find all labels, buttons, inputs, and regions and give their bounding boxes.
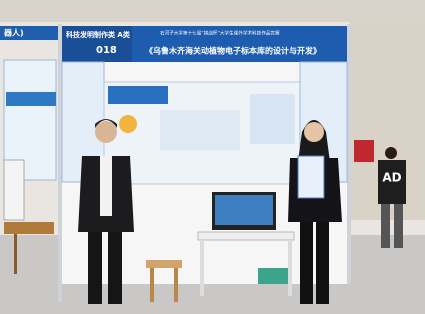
desk-leg	[200, 240, 204, 296]
man-head	[95, 121, 117, 143]
woman-head	[304, 122, 324, 142]
bg-person-leg	[381, 204, 390, 248]
bg-person-leg	[394, 204, 403, 248]
ceiling	[0, 0, 425, 22]
poster-chart	[119, 115, 137, 133]
table-leg	[14, 234, 17, 274]
brochure	[298, 156, 324, 198]
booth-number: 018	[96, 45, 117, 56]
poster-block	[108, 86, 168, 104]
man-leg	[108, 232, 122, 304]
stool-leg	[174, 268, 178, 302]
woman-leg	[316, 222, 329, 304]
competition: 石河子大学第十七届“挑战杯”大学生课外学术科技作品竞赛	[160, 30, 280, 37]
left-banner-text: 器人)	[3, 28, 24, 38]
man-shirt	[100, 156, 112, 216]
left-machine	[4, 160, 24, 220]
desk-top	[198, 232, 294, 240]
project-title: 《乌鲁木齐海关动植物电子标本库的设计与开发》	[145, 46, 321, 56]
box	[258, 268, 288, 284]
scene: 器人) 科技发明制作类 A类 018 石河子大学第十七届“挑战杯”大学生课外学术…	[0, 0, 425, 314]
poster-block	[250, 94, 295, 144]
man-leg	[88, 232, 102, 304]
red-garment	[354, 140, 374, 162]
booth-post	[58, 24, 62, 302]
left-table	[4, 222, 54, 234]
woman-leg	[300, 222, 313, 304]
stool-leg	[150, 268, 154, 302]
shirt-text: AD	[382, 171, 401, 185]
poster-block	[160, 110, 240, 150]
desk-leg	[288, 240, 292, 296]
bg-person-head	[385, 147, 397, 159]
booth-post	[347, 24, 351, 284]
category: 科技发明制作类 A类	[66, 30, 131, 39]
left-poster-band	[6, 92, 56, 106]
stool	[146, 260, 182, 268]
monitor-screen	[215, 195, 273, 225]
